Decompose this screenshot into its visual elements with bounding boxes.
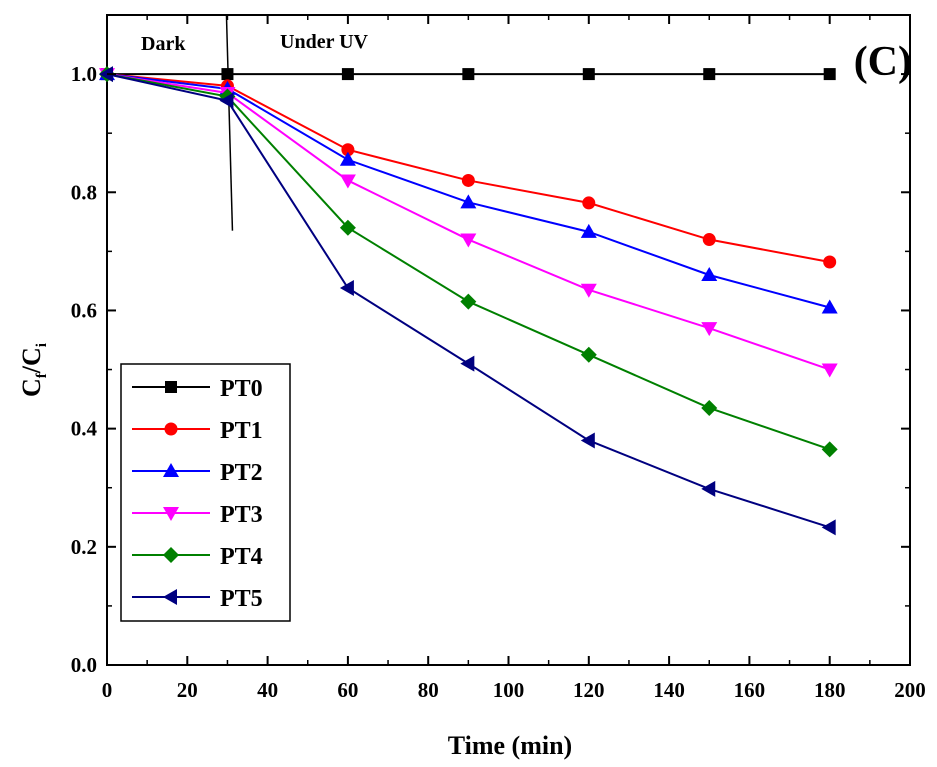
data-point [461,173,475,187]
data-point [339,280,354,296]
data-point [580,346,597,363]
divider-line [225,14,234,231]
x-tick-label: 0 [102,678,113,702]
series-pt2 [99,66,838,314]
y-axis-title-main: C [17,378,46,397]
data-point [460,233,477,248]
data-point [341,143,355,157]
y-axis-title-mid: /C [17,347,46,374]
y-tick-label: 0.0 [71,653,97,677]
y-tick-label: 0.6 [71,298,97,322]
data-point [701,399,718,416]
x-axis-title: Time (min) [448,731,572,760]
y-tick-label: 0.4 [71,417,98,441]
data-point [460,293,477,310]
data-point [823,255,837,269]
data-point [703,68,716,81]
legend: PT0 PT1 PT2 PT3 PT4 PT5 [120,363,291,622]
data-point [702,233,716,247]
x-tick-label: 200 [894,678,926,702]
axis-ticks: 0 20 40 60 80 100 120 140 160 180 200 0.0 0.2 0.4 0.6 0… [71,15,926,702]
data-point [462,68,475,81]
legend-label-pt5: PT5 [220,586,263,612]
data-point [821,441,838,458]
data-point [460,194,477,209]
x-tick-label: 100 [493,678,525,702]
legend-marker-pt0 [165,381,177,393]
x-tick-label: 60 [337,678,358,702]
data-point [341,68,354,81]
series-pt0 [101,68,836,81]
data-point [823,68,836,81]
y-tick-label: 1.0 [71,62,97,86]
series-pt5 [99,66,836,536]
x-tick-label: 80 [418,678,439,702]
y-axis-title: Cf/Ci [17,343,50,397]
data-point [339,151,356,166]
legend-label-pt4: PT4 [220,544,263,570]
x-tick-label: 40 [257,678,278,702]
y-tick-label: 0.8 [71,180,97,204]
x-tick-label: 120 [573,678,605,702]
data-point [821,519,836,536]
x-tick-label: 140 [653,678,685,702]
annotation-dark: Dark [141,33,186,55]
legend-label-pt2: PT2 [220,460,263,486]
legend-marker-pt5 [163,589,177,605]
annotation-under-uv: Under UV [280,31,369,53]
dark-uv-divider [225,14,234,231]
data-point [701,267,718,281]
legend-marker-pt3 [163,507,179,521]
y-axis-title-sub1: f [34,372,50,378]
series-line [106,73,830,309]
panel-label: (C) [854,39,912,85]
x-tick-label: 20 [177,678,198,702]
legend-marker-pt1 [164,422,178,436]
y-axis-title-sub2: i [34,343,50,347]
y-tick-label: 0.2 [71,535,97,559]
legend-marker-pt2 [163,463,179,477]
data-point [580,432,595,449]
data-point [582,68,595,81]
legend-label-pt1: PT1 [220,418,263,444]
data-point [701,322,718,337]
data-point [339,219,356,236]
series-line [106,73,831,371]
data-point [460,355,475,372]
data-point [701,480,716,497]
series-pt3 [99,68,838,378]
data-point [580,283,597,298]
x-tick-label: 180 [814,678,846,702]
legend-label-pt3: PT3 [220,502,263,528]
data-point [821,299,838,314]
legend-box [120,363,291,622]
x-tick-label: 160 [734,678,766,702]
data-point [582,196,596,210]
legend-marker-pt4 [163,547,179,563]
data-point [221,68,234,81]
series-layer [99,66,838,536]
data-point [580,223,597,238]
legend-label-pt0: PT0 [220,376,263,402]
data-point [219,92,234,109]
data-point [821,363,838,378]
data-point [339,174,356,189]
data-point [99,66,113,83]
